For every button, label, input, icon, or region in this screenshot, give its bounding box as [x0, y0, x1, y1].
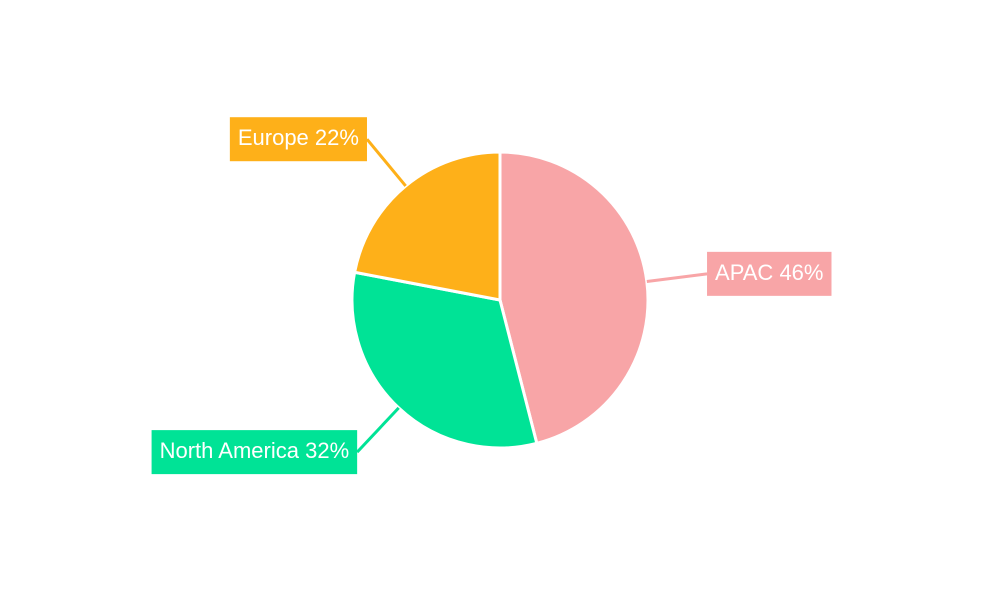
label-text: APAC 46%	[715, 260, 823, 285]
pie-slice	[498, 150, 650, 446]
label-text: North America 32%	[160, 438, 350, 463]
leader-line	[356, 406, 400, 454]
label-text: Europe 22%	[238, 125, 359, 150]
label-category: Europe	[238, 125, 309, 150]
label-box	[229, 117, 367, 162]
label-value: 22%	[315, 125, 359, 150]
label-value: 46%	[779, 260, 823, 285]
leader-line	[365, 138, 407, 187]
data-label: North America 32%	[151, 430, 358, 475]
data-label: Europe 22%	[229, 117, 367, 162]
label-category: APAC	[715, 260, 773, 285]
pie-slice	[352, 150, 502, 302]
label-category: North America	[160, 438, 300, 463]
data-label: APAC 46%	[707, 251, 832, 296]
leader-line	[646, 272, 708, 283]
label-box	[151, 430, 358, 475]
label-value: 32%	[305, 438, 349, 463]
label-box	[707, 251, 832, 296]
